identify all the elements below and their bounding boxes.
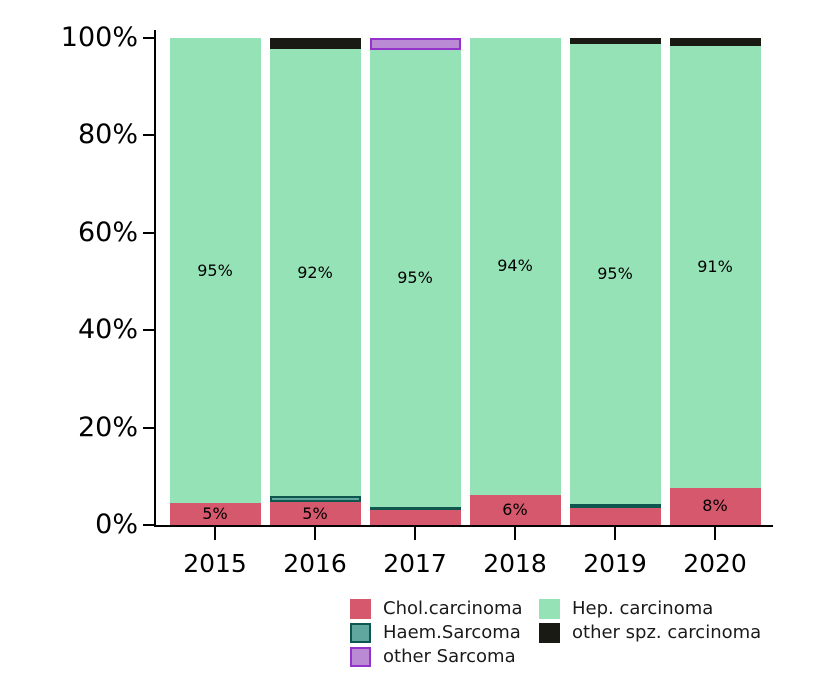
bar-segment-haem-2016 (269, 496, 361, 503)
legend-swatch-hep (539, 599, 560, 619)
bar-value-label-hep-2016: 92% (297, 262, 333, 282)
y-axis-label-40: 40% (77, 314, 138, 346)
legend-item-chol: Chol.carcinoma (350, 599, 539, 619)
bar-segment-chol-2019 (569, 508, 661, 525)
bar-segment-spz-2019 (569, 38, 661, 45)
y-tick-100 (143, 37, 154, 39)
x-tick-2017 (414, 527, 416, 540)
bar-2019: 95% (569, 38, 661, 525)
bar-segment-chol-2020 (669, 487, 761, 525)
bar-value-label-chol-2018: 6% (502, 499, 528, 519)
bar-segment-hep-2018 (469, 38, 561, 495)
plot-area: 0% 20% 40% 60% 80% 100% 5% 95% 2015 5% 92% 2016 95% 2… (61, 23, 773, 578)
x-axis-label-2018: 2018 (483, 549, 547, 578)
x-tick-2018 (514, 527, 516, 540)
y-axis-label-100: 100% (60, 22, 138, 53)
bar-segment-sarc-2017 (369, 38, 461, 50)
y-axis-label-80: 80% (77, 119, 138, 151)
x-axis-label-2019: 2019 (583, 549, 647, 578)
y-tick-80 (143, 134, 154, 137)
x-tick-2019 (614, 527, 616, 540)
y-tick-0 (143, 524, 154, 526)
bar-2018: 6% 94% (469, 38, 561, 525)
bar-value-label-chol-2015: 5% (202, 504, 228, 524)
legend-item-haem: Haem.Sarcoma (350, 623, 539, 643)
bar-segment-hep-2019 (569, 44, 661, 505)
legend-swatch-spz (539, 623, 560, 643)
y-axis-label-0: 0% (95, 509, 138, 540)
x-axis-label-2016: 2016 (283, 549, 347, 578)
y-tick-60 (143, 231, 154, 234)
y-axis-label-20: 20% (77, 411, 138, 443)
x-tick-2020 (714, 527, 716, 540)
bar-segment-chol-2018 (469, 494, 561, 525)
bar-segment-hep-2015 (169, 38, 261, 504)
x-axis-label-2017: 2017 (383, 549, 447, 578)
legend-label-haem: Haem.Sarcoma (383, 622, 521, 643)
bar-value-label-chol-2016: 5% (302, 503, 328, 523)
legend-swatch-haem (350, 623, 371, 643)
legend-swatch-chol (350, 599, 371, 619)
bar-segment-hep-2016 (269, 48, 361, 497)
legend-label-sarc: other Sarcoma (383, 646, 516, 667)
legend-label-spz: other spz. carcinoma (572, 622, 762, 643)
bar-value-label-hep-2020: 91% (697, 256, 733, 276)
x-tick-2016 (314, 527, 316, 540)
x-axis-label-2015: 2015 (183, 549, 247, 578)
bar-value-label-hep-2019: 95% (597, 264, 633, 284)
bar-segment-hep-2017 (369, 49, 461, 507)
x-tick-2015 (214, 527, 216, 540)
bar-2017: 95% (369, 38, 461, 525)
legend-swatch-sarc (350, 647, 371, 667)
bar-value-label-hep-2015: 95% (197, 260, 233, 280)
y-tick-40 (143, 329, 154, 332)
bar-2016: 5% 92% (269, 38, 361, 525)
bar-segment-spz-2020 (669, 38, 761, 47)
bar-segment-haem-2019 (569, 504, 661, 509)
bar-segment-chol-2017 (369, 510, 461, 525)
bar-segment-haem-2017 (369, 506, 461, 511)
y-axis-label-60: 60% (77, 216, 138, 248)
bar-value-label-hep-2018: 94% (497, 256, 533, 276)
bar-value-label-hep-2017: 95% (397, 268, 433, 288)
legend-column-1: Chol.carcinoma Haem.Sarcoma other Sarcoma (350, 599, 539, 671)
bar-segment-chol-2016 (269, 502, 361, 525)
legend: Chol.carcinoma Haem.Sarcoma other Sarcoma H… (350, 599, 761, 671)
legend-label-chol: Chol.carcinoma (383, 598, 523, 619)
y-tick-20 (143, 426, 154, 429)
x-axis-label-2020: 2020 (683, 549, 747, 578)
bar-segment-spz-2016 (269, 38, 361, 49)
bar-2015: 5% 95% (169, 38, 261, 525)
bar-2020: 8% 91% (669, 38, 761, 525)
legend-column-2: Hep. carcinoma other spz. carcinoma (539, 599, 761, 671)
bar-segment-hep-2020 (669, 46, 761, 488)
legend-item-sarc: other Sarcoma (350, 647, 539, 667)
bar-value-label-chol-2020: 8% (702, 496, 728, 516)
legend-item-hep: Hep. carcinoma (539, 599, 761, 619)
legend-label-hep: Hep. carcinoma (572, 598, 714, 619)
legend-item-spz: other spz. carcinoma (539, 623, 761, 643)
bar-segment-chol-2015 (169, 503, 261, 525)
